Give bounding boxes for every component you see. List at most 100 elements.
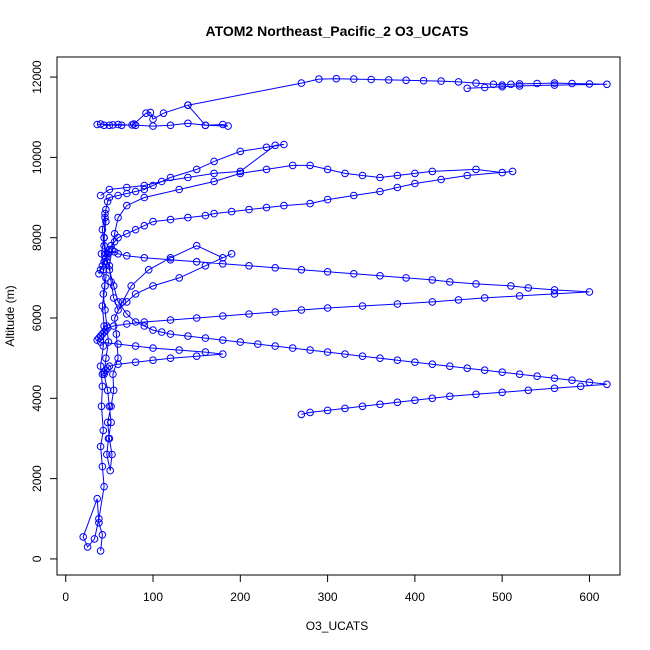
- data-point: [568, 79, 576, 88]
- y-tick-label: 10000: [30, 140, 44, 174]
- x-axis-label: O3_UCATS: [306, 619, 368, 633]
- data-point: [245, 205, 253, 214]
- data-point: [166, 173, 175, 182]
- series-line: [187, 78, 607, 106]
- data-point: [550, 374, 559, 383]
- data-point: [358, 171, 367, 180]
- x-tick-label: 0: [62, 590, 69, 604]
- data-point: [109, 370, 117, 379]
- data-point: [131, 187, 140, 196]
- data-point: [498, 168, 507, 177]
- data-point: [142, 109, 150, 117]
- data-point: [114, 250, 122, 258]
- data-point: [524, 386, 533, 395]
- data-point: [109, 121, 117, 129]
- data-point: [236, 338, 245, 346]
- data-point: [393, 398, 402, 407]
- data-point: [376, 354, 384, 363]
- data-point: [219, 260, 227, 268]
- data-point: [297, 79, 306, 87]
- data-point: [149, 356, 157, 365]
- data-point: [192, 241, 201, 250]
- data-point: [515, 82, 524, 90]
- data-point: [146, 108, 155, 117]
- data-point: [297, 266, 306, 274]
- data-point: [550, 290, 559, 298]
- series: [96, 140, 611, 419]
- data-point: [550, 79, 559, 87]
- data-point: [437, 77, 445, 85]
- data-point: [376, 187, 384, 196]
- data-point: [419, 76, 428, 85]
- data-point: [101, 213, 109, 222]
- data-point: [131, 290, 140, 298]
- data-point: [102, 250, 110, 258]
- data-point: [367, 75, 376, 84]
- data-point: [341, 169, 349, 178]
- data-point: [454, 296, 463, 304]
- data-point: [101, 306, 109, 314]
- data-point: [114, 340, 122, 348]
- data-point: [323, 304, 332, 312]
- data-point: [103, 197, 112, 206]
- data-point: [262, 165, 271, 174]
- y-axis-label: Altitude (m): [3, 285, 17, 346]
- data-point: [117, 121, 126, 130]
- data-point: [99, 426, 108, 435]
- series: [79, 161, 594, 555]
- data-point: [323, 195, 332, 204]
- data-point: [103, 450, 111, 459]
- data-point: [585, 378, 594, 387]
- data-point: [105, 266, 114, 274]
- x-tick-label: 200: [230, 590, 250, 604]
- data-point: [376, 272, 384, 280]
- data-point: [184, 213, 192, 222]
- data-point: [140, 318, 149, 326]
- data-point: [603, 380, 611, 389]
- data-point: [219, 336, 227, 344]
- data-point: [498, 82, 507, 91]
- data-point: [472, 280, 480, 288]
- data-point: [306, 161, 314, 170]
- data-point: [323, 406, 332, 415]
- x-tick-label: 400: [405, 590, 425, 604]
- data-point: [288, 344, 297, 352]
- data-point: [149, 181, 157, 190]
- data-point: [402, 274, 410, 282]
- data-point: [83, 543, 92, 551]
- data-point: [100, 233, 108, 242]
- data-point: [114, 213, 122, 222]
- data-point: [114, 354, 122, 363]
- data-point: [297, 410, 306, 419]
- data-point: [140, 181, 149, 190]
- data-point: [271, 264, 280, 272]
- data-point: [515, 292, 524, 300]
- data-point: [463, 84, 472, 93]
- data-point: [102, 205, 110, 214]
- series-layer: [79, 74, 611, 555]
- data-point: [104, 338, 113, 346]
- data-point: [219, 350, 227, 358]
- series: [93, 101, 232, 130]
- data-point: [107, 278, 115, 286]
- data-point: [550, 384, 559, 393]
- data-point: [114, 191, 122, 200]
- data-point: [108, 450, 116, 459]
- data-point: [472, 390, 480, 399]
- data-point: [446, 392, 454, 401]
- data-point: [393, 300, 402, 308]
- data-point: [99, 290, 108, 298]
- data-point: [480, 83, 489, 92]
- data-point: [166, 354, 175, 363]
- data-point: [288, 161, 297, 170]
- data-point: [105, 121, 114, 130]
- data-point: [98, 531, 107, 539]
- data-point: [428, 394, 437, 403]
- data-point: [306, 199, 314, 208]
- data-point: [96, 442, 105, 451]
- data-point: [118, 298, 127, 306]
- data-point: [166, 316, 175, 324]
- data-point: [166, 330, 175, 338]
- data-point: [515, 370, 524, 379]
- data-point: [454, 78, 463, 86]
